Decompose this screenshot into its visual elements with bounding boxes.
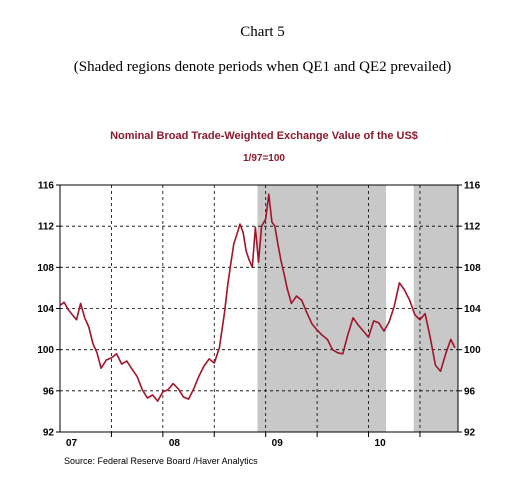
x-tick-label: 09 [272,438,284,449]
figure-caption-title: Chart 5 [240,24,285,40]
source-note: Source: Federal Reserve Board /Haver Ana… [64,456,258,466]
y-tick-label-right: 108 [464,263,481,274]
y-tick-label-left: 108 [37,263,54,274]
series-line [59,193,456,402]
y-tick-label-left: 104 [37,304,54,315]
x-tick-label: 07 [66,438,78,449]
chart-title: Nominal Broad Trade-Weighted Exchange Va… [110,130,418,142]
y-tick-label-left: 116 [38,181,55,192]
y-tick-label-left: 100 [37,345,54,356]
y-tick-label-right: 112 [464,222,481,233]
y-tick-label-left: 92 [43,428,55,439]
y-tick-label-right: 96 [464,386,476,397]
x-tick-label: 08 [169,438,181,449]
chart-subtitle: 1/97=100 [243,153,285,164]
y-tick-label-right: 100 [464,345,481,356]
y-tick-label-left: 96 [43,386,55,397]
x-tick-label: 10 [375,438,387,449]
y-tick-label-left: 112 [38,222,55,233]
y-tick-label-right: 116 [464,181,481,192]
y-tick-label-right: 92 [464,428,476,439]
figure-caption-note: (Shaded regions denote periods when QE1 … [73,59,452,75]
y-tick-label-right: 104 [464,304,481,315]
